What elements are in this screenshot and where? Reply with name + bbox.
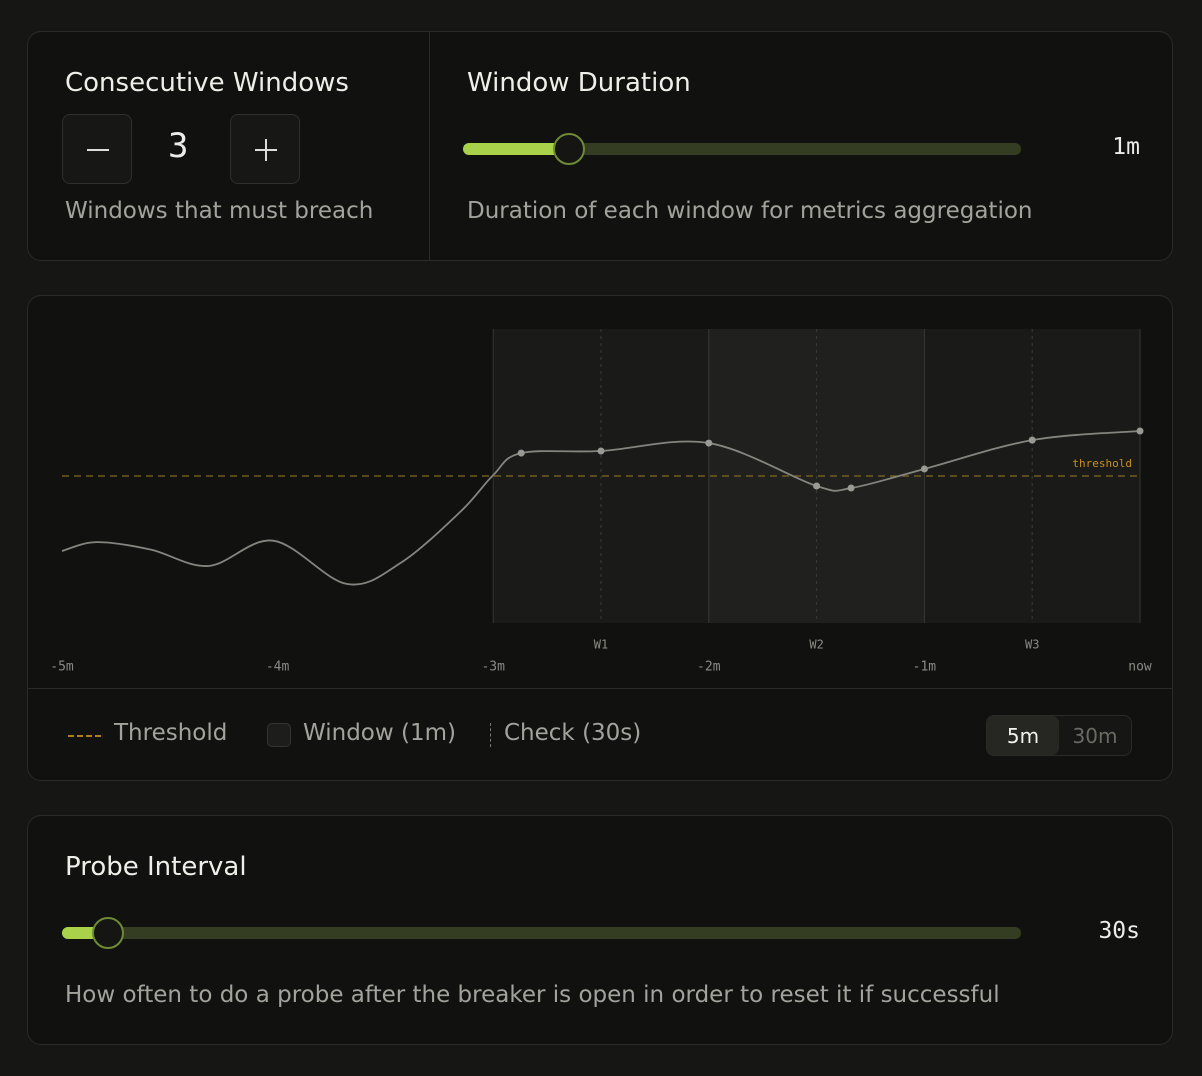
range-toggle: 5m 30m: [986, 715, 1132, 756]
legend-window-icon: [267, 723, 291, 747]
slider-fill: [463, 143, 570, 155]
description: Duration of each window for metrics aggr…: [467, 198, 1033, 224]
slider-thumb[interactable]: [553, 133, 586, 165]
check-point: [597, 447, 605, 455]
check-point: [1028, 436, 1036, 444]
separator: [28, 688, 1172, 689]
x-tick-label: -3m: [481, 660, 505, 675]
chart: W1 W2 W3 threshold -5m -4m -3m -2m -1m now: [50, 329, 1152, 675]
description: How often to do a probe after the breake…: [65, 982, 1000, 1008]
legend-check-icon: [490, 723, 491, 747]
description: Windows that must breach: [65, 198, 374, 224]
x-tick-label: -4m: [266, 660, 290, 675]
decrement-button[interactable]: [62, 114, 132, 184]
title: Window Duration: [467, 68, 691, 98]
slider-thumb[interactable]: [92, 917, 125, 949]
slider[interactable]: [463, 133, 1021, 165]
check-point: [813, 482, 821, 490]
window-label: W2: [809, 638, 823, 652]
probe-card: Probe Interval 30s How often to do a pro…: [27, 815, 1173, 1045]
legend-label: Threshold: [114, 720, 228, 746]
x-tick-label: -5m: [50, 660, 74, 675]
metric-line: [61, 430, 1141, 586]
legend-label: Window (1m): [303, 720, 456, 746]
window-label: W3: [1025, 638, 1039, 652]
legend-label: Check (30s): [504, 720, 642, 746]
check-point: [1136, 427, 1144, 435]
check-point: [847, 484, 855, 492]
range-option[interactable]: 30m: [1072, 723, 1118, 748]
window-label: W1: [594, 638, 608, 652]
slider-value: 30s: [1098, 918, 1140, 944]
legend-threshold-icon: [68, 735, 101, 737]
threshold-label: threshold: [1072, 457, 1132, 470]
check-point: [517, 449, 525, 457]
range-option[interactable]: 5m: [987, 716, 1059, 755]
x-tick-label: -1m: [913, 660, 937, 675]
check-point: [705, 439, 713, 447]
slider-value: 1m: [1112, 134, 1140, 160]
stepper-value: 3: [168, 126, 189, 166]
title: Consecutive Windows: [65, 68, 349, 98]
slider[interactable]: [62, 917, 1021, 949]
settings-card: Consecutive Windows 3 Windows that must …: [27, 31, 1173, 261]
title: Probe Interval: [65, 852, 247, 882]
chart-card: W1 W2 W3 threshold -5m -4m -3m -2m -1m now Thresh…: [27, 295, 1173, 781]
increment-button[interactable]: [230, 114, 300, 184]
x-tick-label: -2m: [697, 660, 721, 675]
check-point: [920, 465, 928, 473]
x-tick-label: now: [1128, 660, 1152, 675]
divider: [429, 32, 430, 260]
